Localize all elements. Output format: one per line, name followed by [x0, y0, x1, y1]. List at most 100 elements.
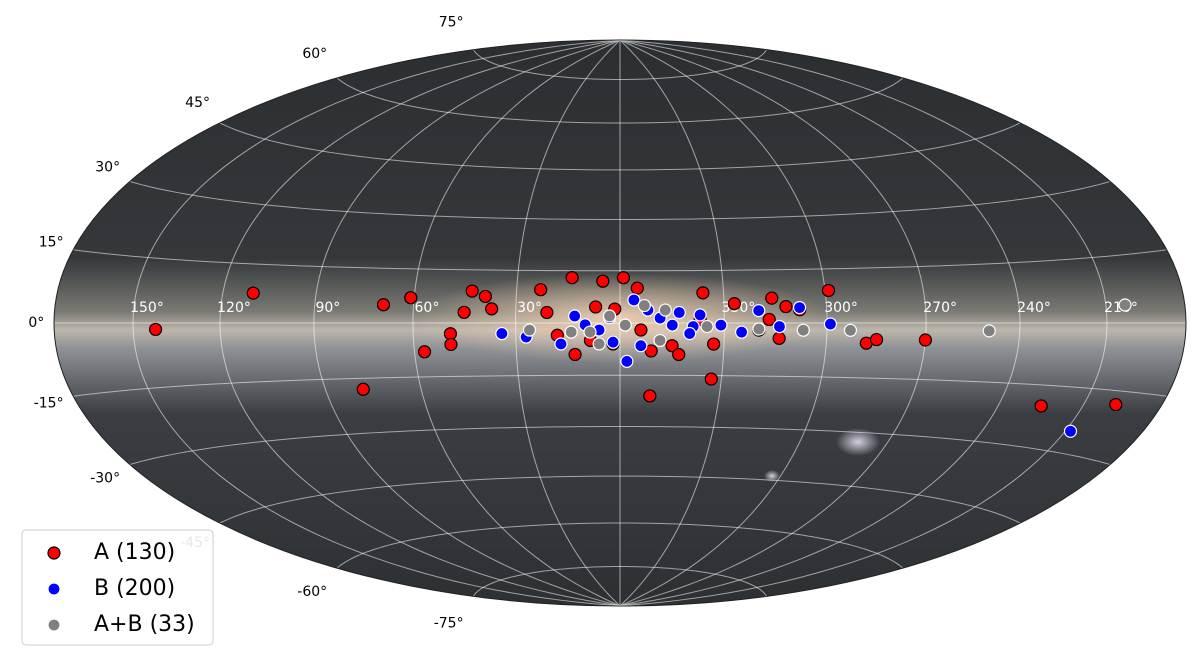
- point: [376, 298, 391, 312]
- point: [696, 286, 710, 300]
- point: [565, 271, 579, 285]
- legend-marker: [47, 546, 61, 560]
- x-tick-label: 90°: [315, 300, 340, 316]
- point: [568, 347, 582, 362]
- x-tick-label: 120°: [217, 300, 251, 316]
- point: [596, 274, 610, 288]
- x-tick-label: 300°: [824, 300, 858, 316]
- point: [1118, 298, 1132, 312]
- parallel: [336, 522, 904, 569]
- point: [637, 298, 651, 313]
- x-tick-label: 60°: [415, 300, 440, 316]
- point: [643, 389, 657, 403]
- point: [765, 291, 779, 305]
- legend-label: A (130): [94, 540, 175, 565]
- point: [672, 347, 686, 362]
- point: [693, 308, 707, 322]
- point: [522, 323, 537, 337]
- legend: A (130) B (200) A+B (33): [21, 529, 214, 646]
- point: [658, 303, 672, 317]
- point: [606, 335, 620, 349]
- point: [762, 312, 776, 327]
- point: [843, 323, 858, 337]
- point: [495, 326, 509, 341]
- x-tick-label: 240°: [1017, 300, 1051, 316]
- point: [869, 332, 884, 347]
- point: [616, 271, 631, 285]
- point: [478, 289, 492, 304]
- point: [634, 339, 648, 353]
- legend-label: B (200): [94, 576, 175, 601]
- parallel: [129, 426, 1111, 465]
- point: [465, 284, 479, 298]
- parallel: [73, 249, 1167, 272]
- point: [683, 326, 697, 341]
- y-tick-label: 0°: [28, 315, 44, 331]
- point: [589, 300, 603, 314]
- point: [772, 331, 786, 345]
- x-tick-label: 270°: [923, 300, 957, 316]
- point: [444, 337, 458, 352]
- point: [630, 281, 644, 295]
- legend-label: A+B (33): [94, 612, 195, 637]
- point: [404, 291, 418, 305]
- axis-labels: 150°120°90°60°30°330°300°270°240°210°75°…: [28, 15, 1137, 632]
- point: [602, 309, 617, 323]
- point: [564, 325, 578, 339]
- x-tick-label: 150°: [130, 300, 164, 316]
- point: [752, 322, 766, 336]
- point: [918, 333, 932, 347]
- point: [618, 318, 632, 332]
- point: [714, 318, 728, 332]
- point: [823, 317, 838, 331]
- point: [665, 339, 679, 353]
- point: [1109, 397, 1123, 412]
- legend-marker: [47, 582, 61, 596]
- x-tick-label: 30°: [517, 300, 542, 316]
- y-tick-label: 30°: [95, 160, 120, 176]
- point: [707, 337, 721, 351]
- y-tick-label: 60°: [302, 46, 327, 62]
- parallel: [473, 566, 767, 597]
- point: [457, 305, 471, 319]
- sky-outline: [53, 39, 1187, 607]
- parallel: [473, 49, 767, 80]
- point: [634, 323, 648, 337]
- point: [672, 305, 686, 320]
- legend-marker: [47, 618, 61, 632]
- points: [148, 271, 1132, 438]
- point: [592, 337, 606, 351]
- point: [752, 303, 766, 318]
- point: [540, 305, 554, 320]
- point: [792, 300, 807, 315]
- point: [417, 345, 432, 359]
- point: [772, 319, 787, 334]
- y-tick-label: -60°: [297, 584, 327, 600]
- point: [796, 323, 810, 337]
- point: [982, 324, 996, 338]
- point: [534, 283, 548, 297]
- point: [148, 322, 163, 337]
- parallel: [336, 77, 904, 124]
- parallel: [129, 181, 1111, 220]
- point: [1034, 399, 1048, 413]
- parallel: [219, 475, 1021, 524]
- y-tick-label: -15°: [34, 395, 64, 411]
- point: [246, 286, 260, 300]
- point: [356, 382, 370, 396]
- point: [583, 325, 597, 339]
- parallel: [219, 122, 1021, 171]
- point: [485, 302, 499, 316]
- y-tick-label: 45°: [185, 95, 210, 111]
- parallel: [73, 374, 1167, 397]
- point: [568, 309, 582, 323]
- point: [620, 354, 634, 368]
- point: [554, 337, 568, 351]
- y-tick-label: -30°: [90, 470, 120, 486]
- point: [644, 344, 658, 358]
- legend-box: [21, 529, 214, 646]
- point: [665, 318, 679, 332]
- y-tick-label: 15°: [39, 235, 64, 251]
- point: [779, 299, 793, 314]
